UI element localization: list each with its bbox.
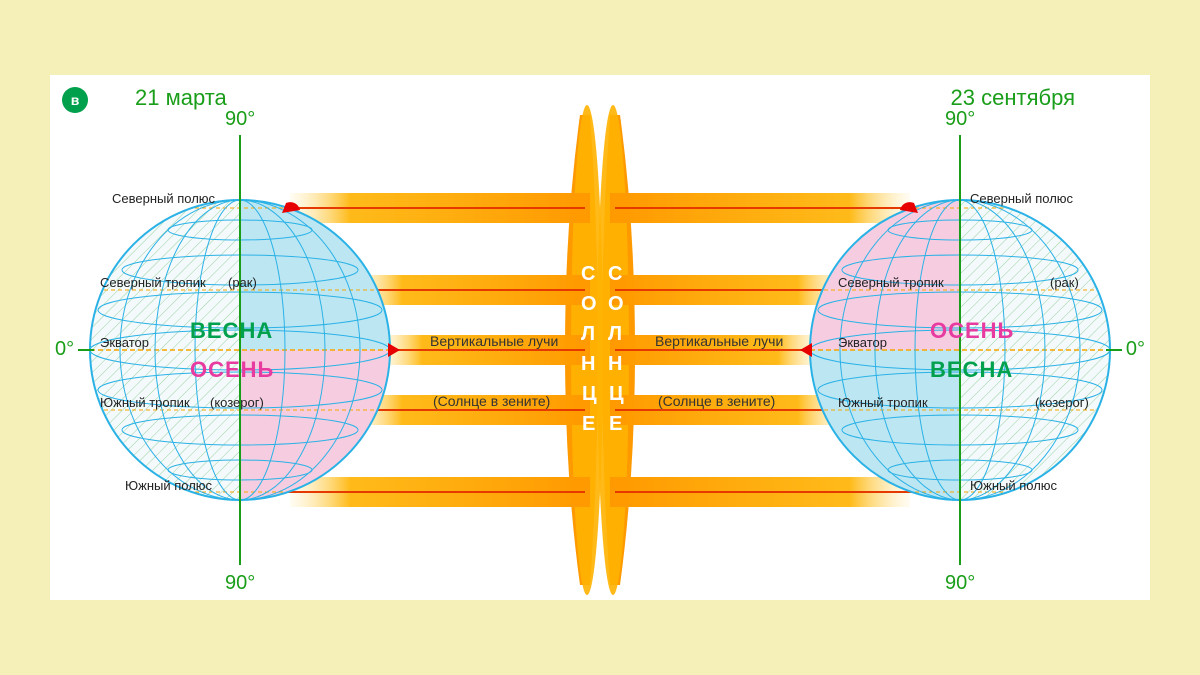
svg-text:Е: Е	[582, 413, 595, 435]
label-npole-l: Северный полюс	[112, 191, 216, 206]
vertical-rays-l: Вертикальные лучи	[430, 333, 558, 349]
season-autumn-r: ОСЕНЬ	[930, 318, 1014, 343]
label-ntropic-paren-r: (рак)	[1050, 275, 1079, 290]
label-stropic-l: Южный тропик	[100, 395, 190, 410]
label-equator-l: Экватор	[100, 335, 149, 350]
svg-text:Ц: Ц	[582, 383, 597, 405]
label-ntropic-paren-l: (рак)	[228, 275, 257, 290]
label-stropic-paren-l: (козерог)	[210, 395, 264, 410]
svg-text:Е: Е	[609, 413, 622, 435]
label-equator-r: Экватор	[838, 335, 887, 350]
label-stropic-r: Южный тропик	[838, 395, 928, 410]
label-npole-r: Северный полюс	[970, 191, 1074, 206]
svg-text:О: О	[608, 293, 624, 315]
diagram-root: в 21 марта 23 сентября 90° 90° 90° 90° 0…	[0, 0, 1200, 675]
label-spole-r: Южный полюс	[970, 478, 1058, 493]
season-autumn-l: ОСЕНЬ	[190, 357, 274, 382]
zenith-r: (Солнце в зените)	[658, 393, 775, 409]
label-spole-l: Южный полюс	[125, 478, 213, 493]
svg-text:Л: Л	[608, 323, 622, 345]
svg-text:О: О	[581, 293, 597, 315]
season-spring-r: ВЕСНА	[930, 357, 1013, 382]
label-stropic-paren-r: (козерог)	[1035, 395, 1089, 410]
svg-text:С: С	[608, 263, 622, 285]
svg-text:Ц: Ц	[609, 383, 624, 405]
label-ntropic-r: Северный тропик	[838, 275, 944, 290]
season-spring-l: ВЕСНА	[190, 318, 273, 343]
vertical-rays-r: Вертикальные лучи	[655, 333, 783, 349]
svg-text:Н: Н	[581, 353, 595, 375]
svg-text:Н: Н	[608, 353, 622, 375]
zenith-l: (Солнце в зените)	[433, 393, 550, 409]
label-ntropic-l: Северный тропик	[100, 275, 206, 290]
svg-text:Л: Л	[581, 323, 595, 345]
svg-text:С: С	[581, 263, 595, 285]
diagram-svg: Северный полюс Северный тропик (рак) Экв…	[50, 75, 1150, 600]
